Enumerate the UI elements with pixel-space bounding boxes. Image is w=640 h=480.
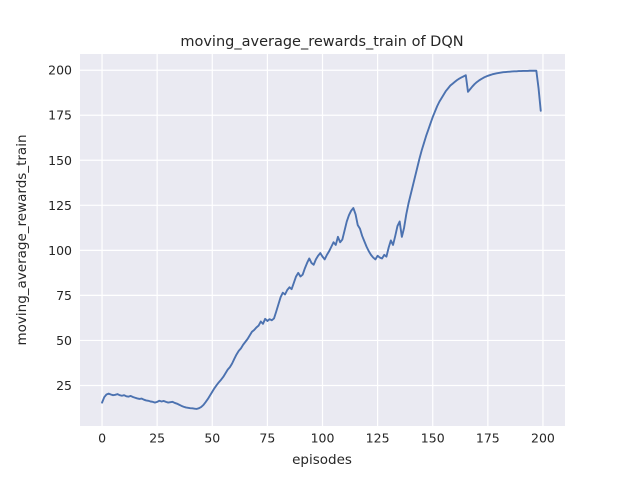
x-tick-label: 25 bbox=[149, 431, 165, 446]
x-tick-label: 125 bbox=[366, 431, 390, 446]
x-tick-label: 100 bbox=[311, 431, 335, 446]
x-tick-label: 50 bbox=[204, 431, 220, 446]
data-line-layer bbox=[101, 69, 542, 410]
x-tick-label: 175 bbox=[476, 431, 500, 446]
y-tick-label: 150 bbox=[48, 153, 72, 168]
y-tick-label: 175 bbox=[48, 108, 72, 123]
x-tick-label: 150 bbox=[421, 431, 445, 446]
x-tick-labels: 0 25 50 75 100 125 150 175 200 bbox=[98, 431, 555, 446]
y-tick-label: 75 bbox=[56, 288, 72, 303]
y-axis-label: moving_average_rewards_train bbox=[14, 134, 30, 345]
y-tick-label: 25 bbox=[56, 378, 72, 393]
y-tick-label: 50 bbox=[56, 333, 72, 348]
x-tick-label: 75 bbox=[259, 431, 275, 446]
x-tick-label: 0 bbox=[98, 431, 106, 446]
gridlines bbox=[80, 54, 565, 426]
y-tick-label: 100 bbox=[48, 243, 72, 258]
y-tick-label: 125 bbox=[48, 198, 72, 213]
x-axis-label: episodes bbox=[292, 452, 352, 468]
y-tick-label: 200 bbox=[48, 63, 72, 78]
y-tick-labels: 25 50 75 100 125 150 175 200 bbox=[48, 63, 72, 393]
chart-title: moving_average_rewards_train of DQN bbox=[180, 34, 463, 50]
x-tick-label: 200 bbox=[531, 431, 555, 446]
series-line bbox=[101, 69, 542, 410]
